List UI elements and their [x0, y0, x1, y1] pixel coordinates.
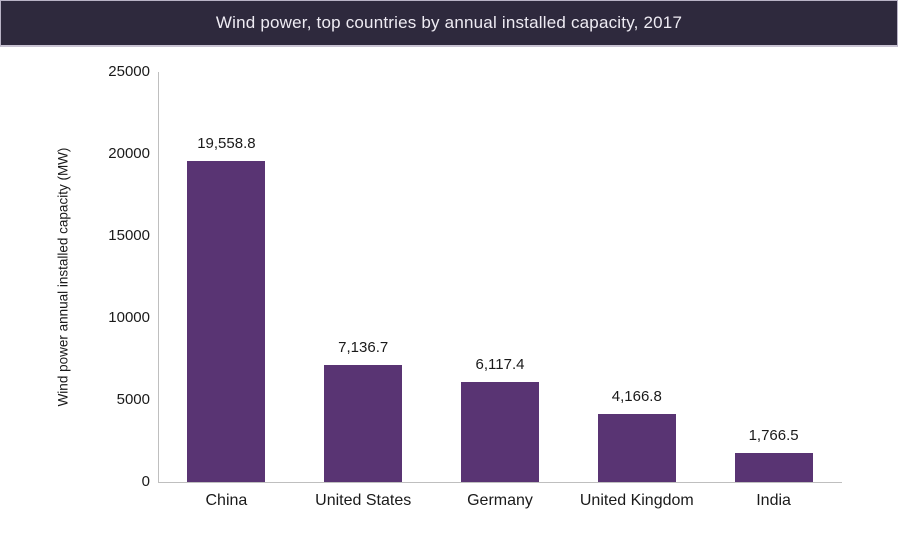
bar-united-kingdom [597, 413, 676, 482]
category-label: Germany [467, 492, 533, 509]
category-label: India [756, 492, 791, 509]
y-tick-label: 15000 [108, 227, 150, 244]
category-label: United Kingdom [579, 492, 694, 509]
bar-germany [461, 381, 539, 482]
y-tick-label: 10000 [108, 309, 150, 326]
chart-title: Wind power, top countries by annual inst… [215, 13, 683, 32]
y-tick-label: 5000 [116, 391, 150, 408]
bar-united-states [324, 364, 403, 482]
y-tick-label: 20000 [108, 145, 150, 162]
value-label: 7,136.7 [338, 338, 389, 356]
y-axis-line [158, 72, 159, 482]
chart-title-bar: Wind power, top countries by annual inst… [0, 0, 898, 47]
x-axis-line [158, 482, 842, 483]
value-label: 1,766.5 [748, 427, 799, 445]
category-label: China [205, 492, 248, 509]
y-axis-title: Wind power annual installed capacity (MW… [55, 147, 71, 407]
y-tick-label: 25000 [108, 63, 150, 80]
value-label: 19,558.8 [197, 135, 256, 153]
category-label: United States [315, 492, 412, 509]
bar-india [734, 453, 813, 482]
y-tick-label: 0 [141, 473, 150, 490]
value-label: 6,117.4 [475, 355, 525, 373]
value-label: 4,166.8 [611, 387, 662, 405]
bar-china [187, 161, 266, 482]
